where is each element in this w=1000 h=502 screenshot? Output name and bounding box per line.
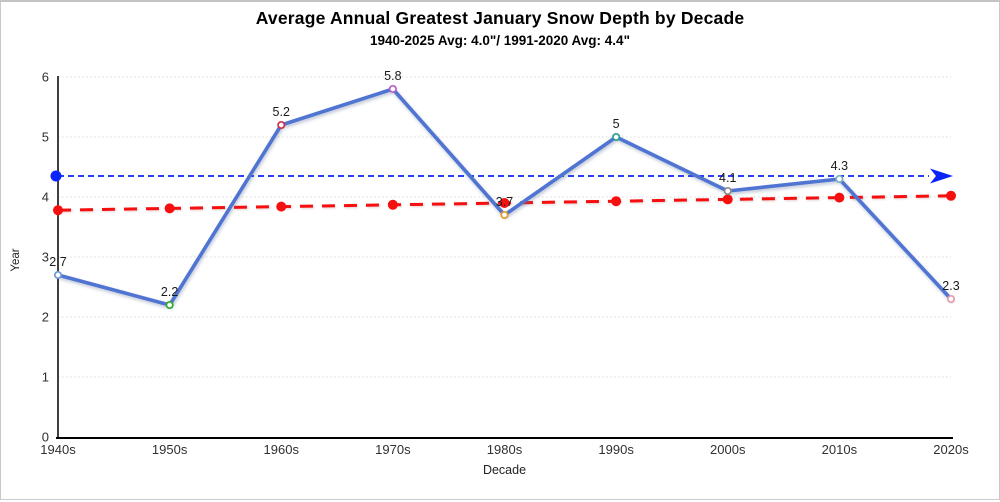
x-tick-label-1940s: 1940s <box>40 442 76 457</box>
y-axis-title: Year <box>10 248 22 271</box>
data-point-2000s <box>723 186 732 196</box>
y-tick-label-4: 4 <box>42 190 49 205</box>
trend-dot-1980s <box>499 198 510 208</box>
data-label-1960s: 5.2 <box>273 105 290 119</box>
x-tick-label-2000s: 2000s <box>710 442 746 457</box>
trend-dot-1990s <box>611 196 622 207</box>
average-line-start-dot <box>50 170 62 182</box>
data-label-2010s: 4.3 <box>831 159 848 173</box>
trend-dot-1970s <box>387 199 398 210</box>
data-label-1950s: 2.2 <box>161 285 178 299</box>
average-line-arrow-icon <box>930 168 953 184</box>
trend-dot-2010s <box>834 192 845 203</box>
x-tick-label-1980s: 1980s <box>487 442 523 457</box>
data-label-1980s: 3.7 <box>496 195 513 209</box>
trend-dot-1950s <box>164 203 175 214</box>
y-tick-label-6: 6 <box>42 70 49 85</box>
y-tick-label-0: 0 <box>42 430 49 445</box>
data-label-2000s: 4.1 <box>719 171 736 185</box>
data-point-1990s <box>612 132 621 142</box>
data-point-1940s <box>53 270 63 280</box>
y-tick-label-1: 1 <box>42 370 49 385</box>
x-tick-label-2020s: 2020s <box>933 442 969 457</box>
data-point-1980s <box>500 210 509 220</box>
data-label-2020s: 2.3 <box>942 279 959 293</box>
trend-dot-2000s <box>722 194 733 205</box>
y-tick-label-2: 2 <box>42 310 49 325</box>
data-point-2010s <box>835 174 844 184</box>
x-tick-label-1960s: 1960s <box>264 442 300 457</box>
trend-dot-1960s <box>276 201 287 212</box>
data-point-1960s <box>277 120 286 130</box>
data-point-1950s <box>165 300 174 310</box>
data-point-1970s <box>388 84 397 94</box>
data-label-1970s: 5.8 <box>384 69 401 83</box>
data-point-2020s <box>946 294 956 304</box>
chart-subtitle: 1940-2025 Avg: 4.0"/ 1991-2020 Avg: 4.4" <box>370 33 630 48</box>
x-tick-label-1970s: 1970s <box>375 442 411 457</box>
chart-title: Average Annual Greatest January Snow Dep… <box>255 8 745 28</box>
y-tick-label-5: 5 <box>42 130 49 145</box>
x-tick-label-2010s: 2010s <box>822 442 858 457</box>
trend-dot-1940s <box>53 205 63 216</box>
x-axis-title: Decade <box>483 463 526 477</box>
y-tick-label-3: 3 <box>42 250 49 265</box>
x-tick-label-1990s: 1990s <box>598 442 634 457</box>
data-label-1940s: 2.7 <box>49 255 66 269</box>
trend-dot-2020s <box>946 190 956 201</box>
x-tick-label-1950s: 1950s <box>152 442 188 457</box>
data-label-1990s: 5 <box>613 117 620 131</box>
